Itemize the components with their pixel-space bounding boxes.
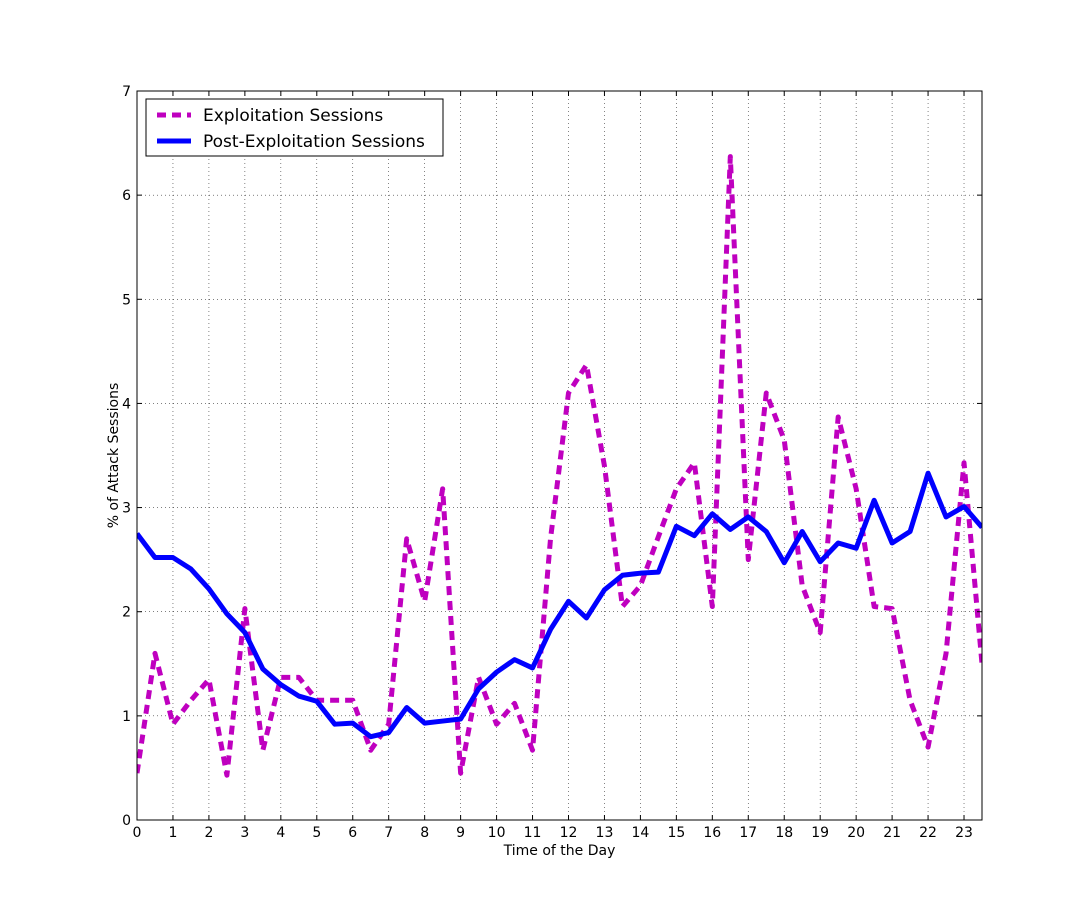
y-axis-label: % of Attack Sessions bbox=[106, 383, 122, 529]
x-axis-label: Time of the Day bbox=[503, 843, 616, 859]
x-tick-label: 22 bbox=[919, 825, 937, 841]
x-tick-label: 16 bbox=[703, 825, 721, 841]
grid-lines bbox=[137, 91, 982, 820]
x-tick-label: 3 bbox=[240, 825, 249, 841]
x-tick-label: 19 bbox=[811, 825, 829, 841]
x-tick-label: 13 bbox=[596, 825, 614, 841]
y-tick-label: 4 bbox=[122, 396, 131, 412]
y-tick-label: 0 bbox=[122, 813, 131, 829]
legend-entry-exploitation: Exploitation Sessions bbox=[203, 106, 383, 126]
series-line-post-exploitation bbox=[137, 470, 982, 740]
x-tick-label: 8 bbox=[420, 825, 429, 841]
x-tick-label: 21 bbox=[883, 825, 901, 841]
x-tick-label: 6 bbox=[348, 825, 357, 841]
x-tick-label: 1 bbox=[168, 825, 177, 841]
y-tick-label: 1 bbox=[122, 709, 131, 725]
axis-ticks bbox=[136, 90, 982, 821]
series-line-exploitation bbox=[137, 154, 982, 778]
x-tick-label: 9 bbox=[456, 825, 465, 841]
x-tick-label: 7 bbox=[384, 825, 393, 841]
plot-frame bbox=[136, 90, 983, 821]
x-tick-label: 18 bbox=[775, 825, 793, 841]
x-tick-label: 0 bbox=[133, 825, 142, 841]
tick-labels: 0 1 2 3 4 5 6 7 8 9 10 11 12 13 14 15 16 17 18 19 20 21 22 2301… bbox=[122, 84, 973, 841]
x-tick-label: 20 bbox=[847, 825, 865, 841]
x-tick-label: 15 bbox=[667, 825, 685, 841]
x-tick-label: 17 bbox=[739, 825, 757, 841]
y-tick-label: 7 bbox=[122, 84, 131, 100]
x-tick-label: 11 bbox=[524, 825, 542, 841]
legend: Exploitation Sessions Post-Exploitation … bbox=[145, 98, 444, 157]
x-tick-label: 10 bbox=[488, 825, 506, 841]
x-tick-label: 14 bbox=[631, 825, 649, 841]
x-tick-label: 4 bbox=[276, 825, 285, 841]
x-tick-label: 2 bbox=[204, 825, 213, 841]
legend-box bbox=[145, 98, 444, 157]
series-layer bbox=[137, 154, 982, 778]
x-tick-label: 23 bbox=[955, 825, 973, 841]
y-tick-label: 2 bbox=[122, 605, 131, 621]
y-tick-label: 6 bbox=[122, 188, 131, 204]
legend-entry-post-exploitation: Post-Exploitation Sessions bbox=[203, 132, 425, 152]
y-tick-label: 3 bbox=[122, 501, 131, 517]
y-tick-label: 5 bbox=[122, 292, 131, 308]
x-tick-label: 12 bbox=[560, 825, 578, 841]
x-tick-label: 5 bbox=[312, 825, 321, 841]
